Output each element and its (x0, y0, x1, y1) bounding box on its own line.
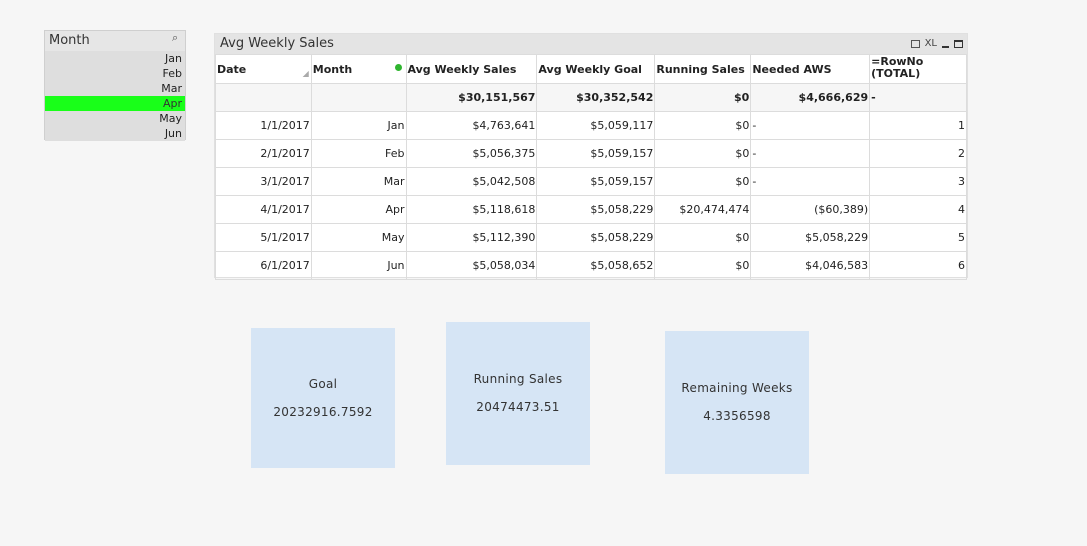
column-header-rowno[interactable]: =RowNo (TOTAL) (869, 54, 967, 84)
table-cell: 3/1/2017 (215, 167, 312, 196)
maximize-icon[interactable] (954, 40, 963, 48)
table-cell: 2 (869, 139, 967, 168)
table-cell: $4,046,583 (750, 251, 871, 280)
table-row: 6/1/2017 Jun $5,058,034 $5,058,652 $0 $4… (215, 251, 967, 280)
kpi-value: 20232916.7592 (273, 405, 373, 419)
running-sales-kpi-box: Running Sales 20474473.51 (446, 322, 590, 465)
table-cell: - (750, 139, 871, 168)
total-cell: - (869, 83, 967, 112)
table-cell: $0 (654, 223, 752, 252)
table-row: 3/1/2017 Mar $5,042,508 $5,059,157 $0 - … (215, 167, 967, 196)
kpi-value: 20474473.51 (476, 400, 560, 414)
listbox-item-jun[interactable]: Jun (45, 126, 185, 141)
listbox-item-mar[interactable]: Mar (45, 81, 185, 96)
kpi-label: Running Sales (473, 372, 563, 386)
table-cell: 4 (869, 195, 967, 224)
minimize-icon[interactable] (942, 45, 949, 48)
total-cell: $30,151,567 (405, 83, 538, 112)
search-icon[interactable]: ⌕ (172, 31, 179, 44)
table-cell[interactable]: Jan (310, 111, 407, 140)
table-cell: $5,059,117 (536, 111, 656, 140)
table-cell: $0 (654, 111, 752, 140)
table-caption: Avg Weekly Sales XL (215, 34, 967, 54)
table-row: 4/1/2017 Apr $5,118,618 $5,058,229 $20,4… (215, 195, 967, 224)
column-header-date[interactable]: Date ◢ (215, 54, 312, 84)
table-cell: ($60,389) (750, 195, 871, 224)
goal-kpi-box: Goal 20232916.7592 (251, 328, 395, 468)
month-listbox: Month ⌕ Jan Feb Mar Apr May Jun (44, 30, 186, 141)
total-cell: $30,352,542 (536, 83, 656, 112)
total-cell: $4,666,629 (750, 83, 871, 112)
table-row: 1/1/2017 Jan $4,763,641 $5,059,117 $0 - … (215, 111, 967, 140)
table-cell[interactable]: May (310, 223, 407, 252)
table-cell: 1/1/2017 (215, 111, 312, 140)
table-cell: $0 (654, 251, 752, 280)
totals-row: $30,151,567 $30,352,542 $0 $4,666,629 - (215, 83, 967, 112)
table-cell: 1 (869, 111, 967, 140)
kpi-value: 4.3356598 (703, 409, 771, 423)
table-cell: $5,056,375 (405, 139, 538, 168)
table-cell: $5,112,390 (405, 223, 538, 252)
table-cell[interactable]: Feb (310, 139, 407, 168)
table-cell: 5 (869, 223, 967, 252)
table-cell: $5,059,157 (536, 167, 656, 196)
table-cell: 6 (869, 251, 967, 280)
table-cell: $4,763,641 (405, 111, 538, 140)
listbox-header: Month ⌕ (45, 31, 185, 51)
caption-controls: XL (910, 34, 963, 54)
table-cell: 4/1/2017 (215, 195, 312, 224)
table-cell: $5,058,034 (405, 251, 538, 280)
listbox-item-may[interactable]: May (45, 111, 185, 126)
listbox-item-apr[interactable]: Apr (45, 96, 185, 111)
kpi-label: Goal (308, 377, 338, 391)
column-header-month[interactable]: Month (310, 54, 407, 84)
table-cell: $5,042,508 (405, 167, 538, 196)
table-cell: - (750, 167, 871, 196)
table-cell: $5,058,652 (536, 251, 656, 280)
sort-indicator-icon: ◢ (302, 69, 309, 78)
table-cell: $0 (654, 167, 752, 196)
table-cell: $5,058,229 (750, 223, 871, 252)
total-cell: $0 (654, 83, 752, 112)
table-cell: $5,118,618 (405, 195, 538, 224)
selection-dot-icon (394, 64, 402, 71)
column-header-needed-aws[interactable]: Needed AWS (750, 54, 871, 84)
table-cell: 3 (869, 167, 967, 196)
table-cell[interactable]: Apr (310, 195, 407, 224)
table-cell: 2/1/2017 (215, 139, 312, 168)
table-cell[interactable]: Jun (310, 251, 407, 280)
table-cell[interactable]: Mar (310, 167, 407, 196)
table-cell: $5,059,157 (536, 139, 656, 168)
listbox-title: Month (49, 33, 90, 48)
table-cell: $5,058,229 (536, 223, 656, 252)
total-cell (310, 83, 407, 112)
excel-export-button[interactable]: XL (924, 38, 937, 49)
column-header-avg-weekly-goal[interactable]: Avg Weekly Goal (536, 54, 656, 84)
listbox-item-jan[interactable]: Jan (45, 51, 185, 66)
table-cell: - (750, 111, 871, 140)
table-cell: $20,474,474 (654, 195, 752, 224)
listbox-item-feb[interactable]: Feb (45, 66, 185, 81)
table-cell: $5,058,229 (536, 195, 656, 224)
total-cell (215, 83, 312, 112)
table-cell: $0 (654, 139, 752, 168)
column-header-avg-weekly-sales[interactable]: Avg Weekly Sales (405, 54, 538, 84)
table-row: 2/1/2017 Feb $5,056,375 $5,059,157 $0 - … (215, 139, 967, 168)
kpi-label: Remaining Weeks (681, 381, 793, 395)
remaining-weeks-kpi-box: Remaining Weeks 4.3356598 (665, 331, 809, 474)
table-cell: 6/1/2017 (215, 251, 312, 280)
column-header-running-sales[interactable]: Running Sales (654, 54, 752, 84)
avg-weekly-sales-table-box: Avg Weekly Sales XL Date ◢ Month Avg Week… (214, 33, 968, 280)
header-row: Date ◢ Month Avg Weekly Sales Avg Weekly … (215, 54, 967, 84)
table-row: 5/1/2017 May $5,112,390 $5,058,229 $0 $5… (215, 223, 967, 252)
table-title: Avg Weekly Sales (220, 36, 334, 51)
table-cell: 5/1/2017 (215, 223, 312, 252)
data-table: Date ◢ Month Avg Weekly Sales Avg Weekly … (215, 54, 967, 280)
print-icon[interactable] (910, 40, 920, 48)
